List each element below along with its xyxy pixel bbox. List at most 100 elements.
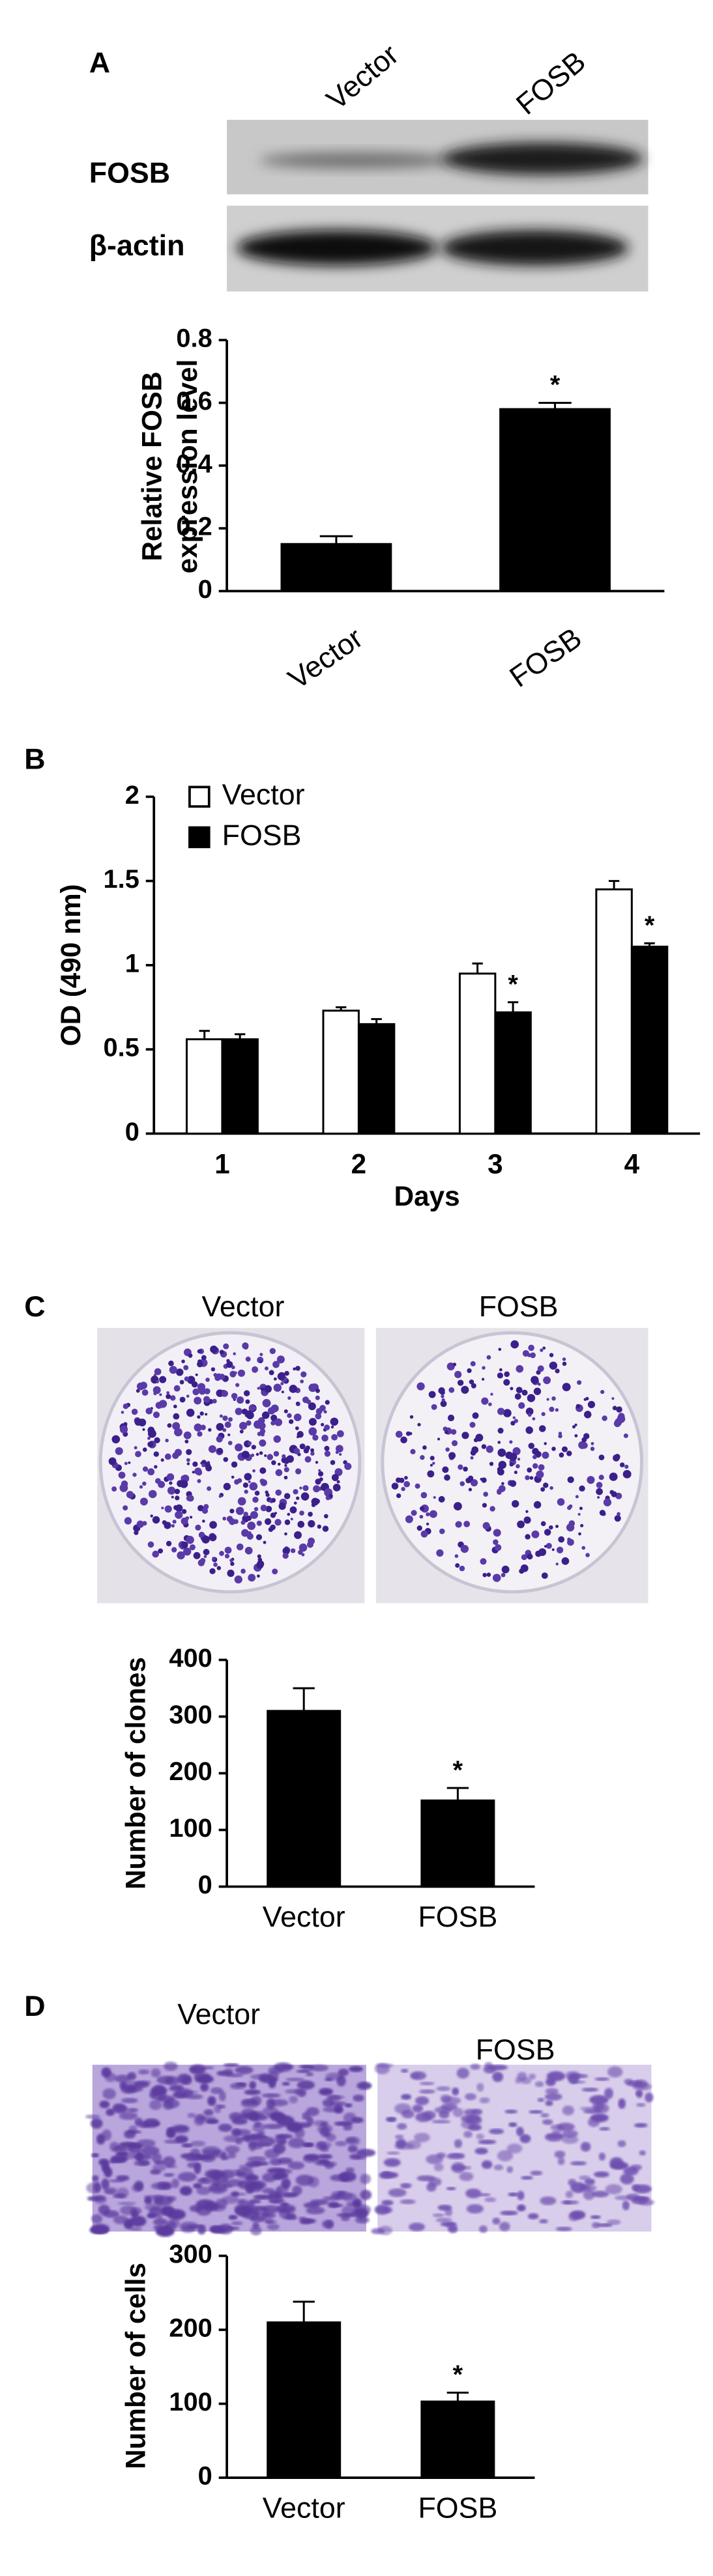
colony — [313, 1485, 321, 1493]
colony — [254, 1420, 262, 1429]
cell — [452, 2108, 464, 2117]
colony — [169, 1481, 173, 1485]
cell — [249, 2081, 257, 2089]
bar — [595, 888, 633, 1135]
colony — [147, 1441, 154, 1448]
y-tick-label: 400 — [169, 1644, 212, 1673]
bar — [185, 1038, 224, 1135]
colony — [224, 1553, 230, 1559]
colony — [256, 1560, 265, 1568]
cell — [106, 2108, 115, 2116]
cell — [209, 2187, 225, 2191]
bar — [420, 1799, 495, 1888]
colony — [470, 1361, 476, 1366]
colony — [262, 1398, 271, 1408]
colony — [174, 1488, 181, 1495]
error-bar — [608, 880, 620, 890]
cell — [228, 2215, 238, 2220]
colony — [433, 1496, 436, 1499]
error-bar — [336, 1006, 347, 1011]
colony — [150, 1514, 153, 1518]
cell — [298, 2216, 307, 2220]
colony — [528, 1443, 535, 1449]
colony — [237, 1497, 246, 1506]
colony — [257, 1387, 260, 1390]
colony — [426, 1512, 430, 1517]
colony — [308, 1418, 317, 1426]
cell — [546, 2071, 566, 2082]
colony — [472, 1412, 479, 1419]
colony — [546, 1398, 549, 1401]
colony — [162, 1520, 167, 1525]
colony — [308, 1427, 317, 1436]
colony — [142, 1428, 145, 1431]
colony — [567, 1476, 574, 1484]
legend-swatch — [188, 786, 211, 808]
cell — [225, 2145, 240, 2154]
colony — [244, 1473, 252, 1481]
cell — [561, 2135, 579, 2144]
colony — [224, 1546, 232, 1554]
colony — [204, 1462, 211, 1469]
colony — [331, 1434, 338, 1441]
colony — [197, 1479, 201, 1483]
cell — [383, 2207, 393, 2213]
colony — [520, 1564, 529, 1572]
colony — [282, 1552, 289, 1559]
colony — [404, 1476, 408, 1480]
x-tick-label: 4 — [624, 1148, 640, 1179]
colony — [134, 1530, 139, 1535]
colony — [482, 1572, 487, 1578]
colony — [551, 1396, 556, 1401]
cell — [210, 2087, 224, 2095]
colony — [525, 1510, 529, 1513]
colony — [294, 1531, 302, 1539]
colony — [336, 1430, 344, 1437]
colony — [171, 1495, 174, 1499]
cell — [609, 2157, 624, 2168]
colony — [164, 1453, 171, 1460]
cell — [196, 2114, 206, 2124]
colony — [218, 1494, 222, 1498]
cell — [470, 2063, 480, 2070]
cell — [227, 2151, 237, 2159]
colony — [501, 1572, 506, 1578]
colony — [420, 1492, 428, 1499]
cell — [452, 2087, 459, 2096]
colony — [308, 1537, 315, 1545]
colony — [516, 1365, 524, 1373]
colony — [527, 1394, 536, 1402]
colony — [441, 1394, 444, 1398]
colony — [199, 1411, 204, 1416]
cell — [554, 2150, 566, 2158]
cell — [336, 2192, 353, 2200]
cell — [396, 2138, 407, 2149]
colony — [126, 1491, 134, 1499]
colony — [194, 1467, 202, 1475]
colony — [211, 1367, 216, 1372]
cell — [200, 2082, 209, 2092]
colony — [249, 1482, 258, 1491]
cell — [546, 2134, 565, 2138]
cell — [269, 2099, 289, 2106]
cell — [272, 2173, 283, 2181]
colony — [489, 1462, 494, 1466]
colony — [280, 1381, 284, 1385]
cell — [412, 2104, 424, 2113]
cell — [306, 2207, 325, 2215]
colony — [172, 1422, 181, 1430]
colony — [403, 1480, 411, 1488]
colony — [598, 1454, 605, 1460]
colony — [457, 1380, 464, 1386]
colony — [236, 1543, 244, 1551]
colony — [184, 1376, 190, 1381]
colony — [247, 1441, 252, 1446]
colony — [482, 1522, 490, 1530]
colony — [300, 1492, 310, 1501]
colony — [289, 1419, 294, 1424]
cell — [322, 2196, 342, 2201]
colony — [315, 1461, 319, 1464]
cell — [267, 2168, 286, 2174]
colony — [241, 1451, 250, 1459]
y-tick-label: 0 — [198, 2462, 212, 2491]
